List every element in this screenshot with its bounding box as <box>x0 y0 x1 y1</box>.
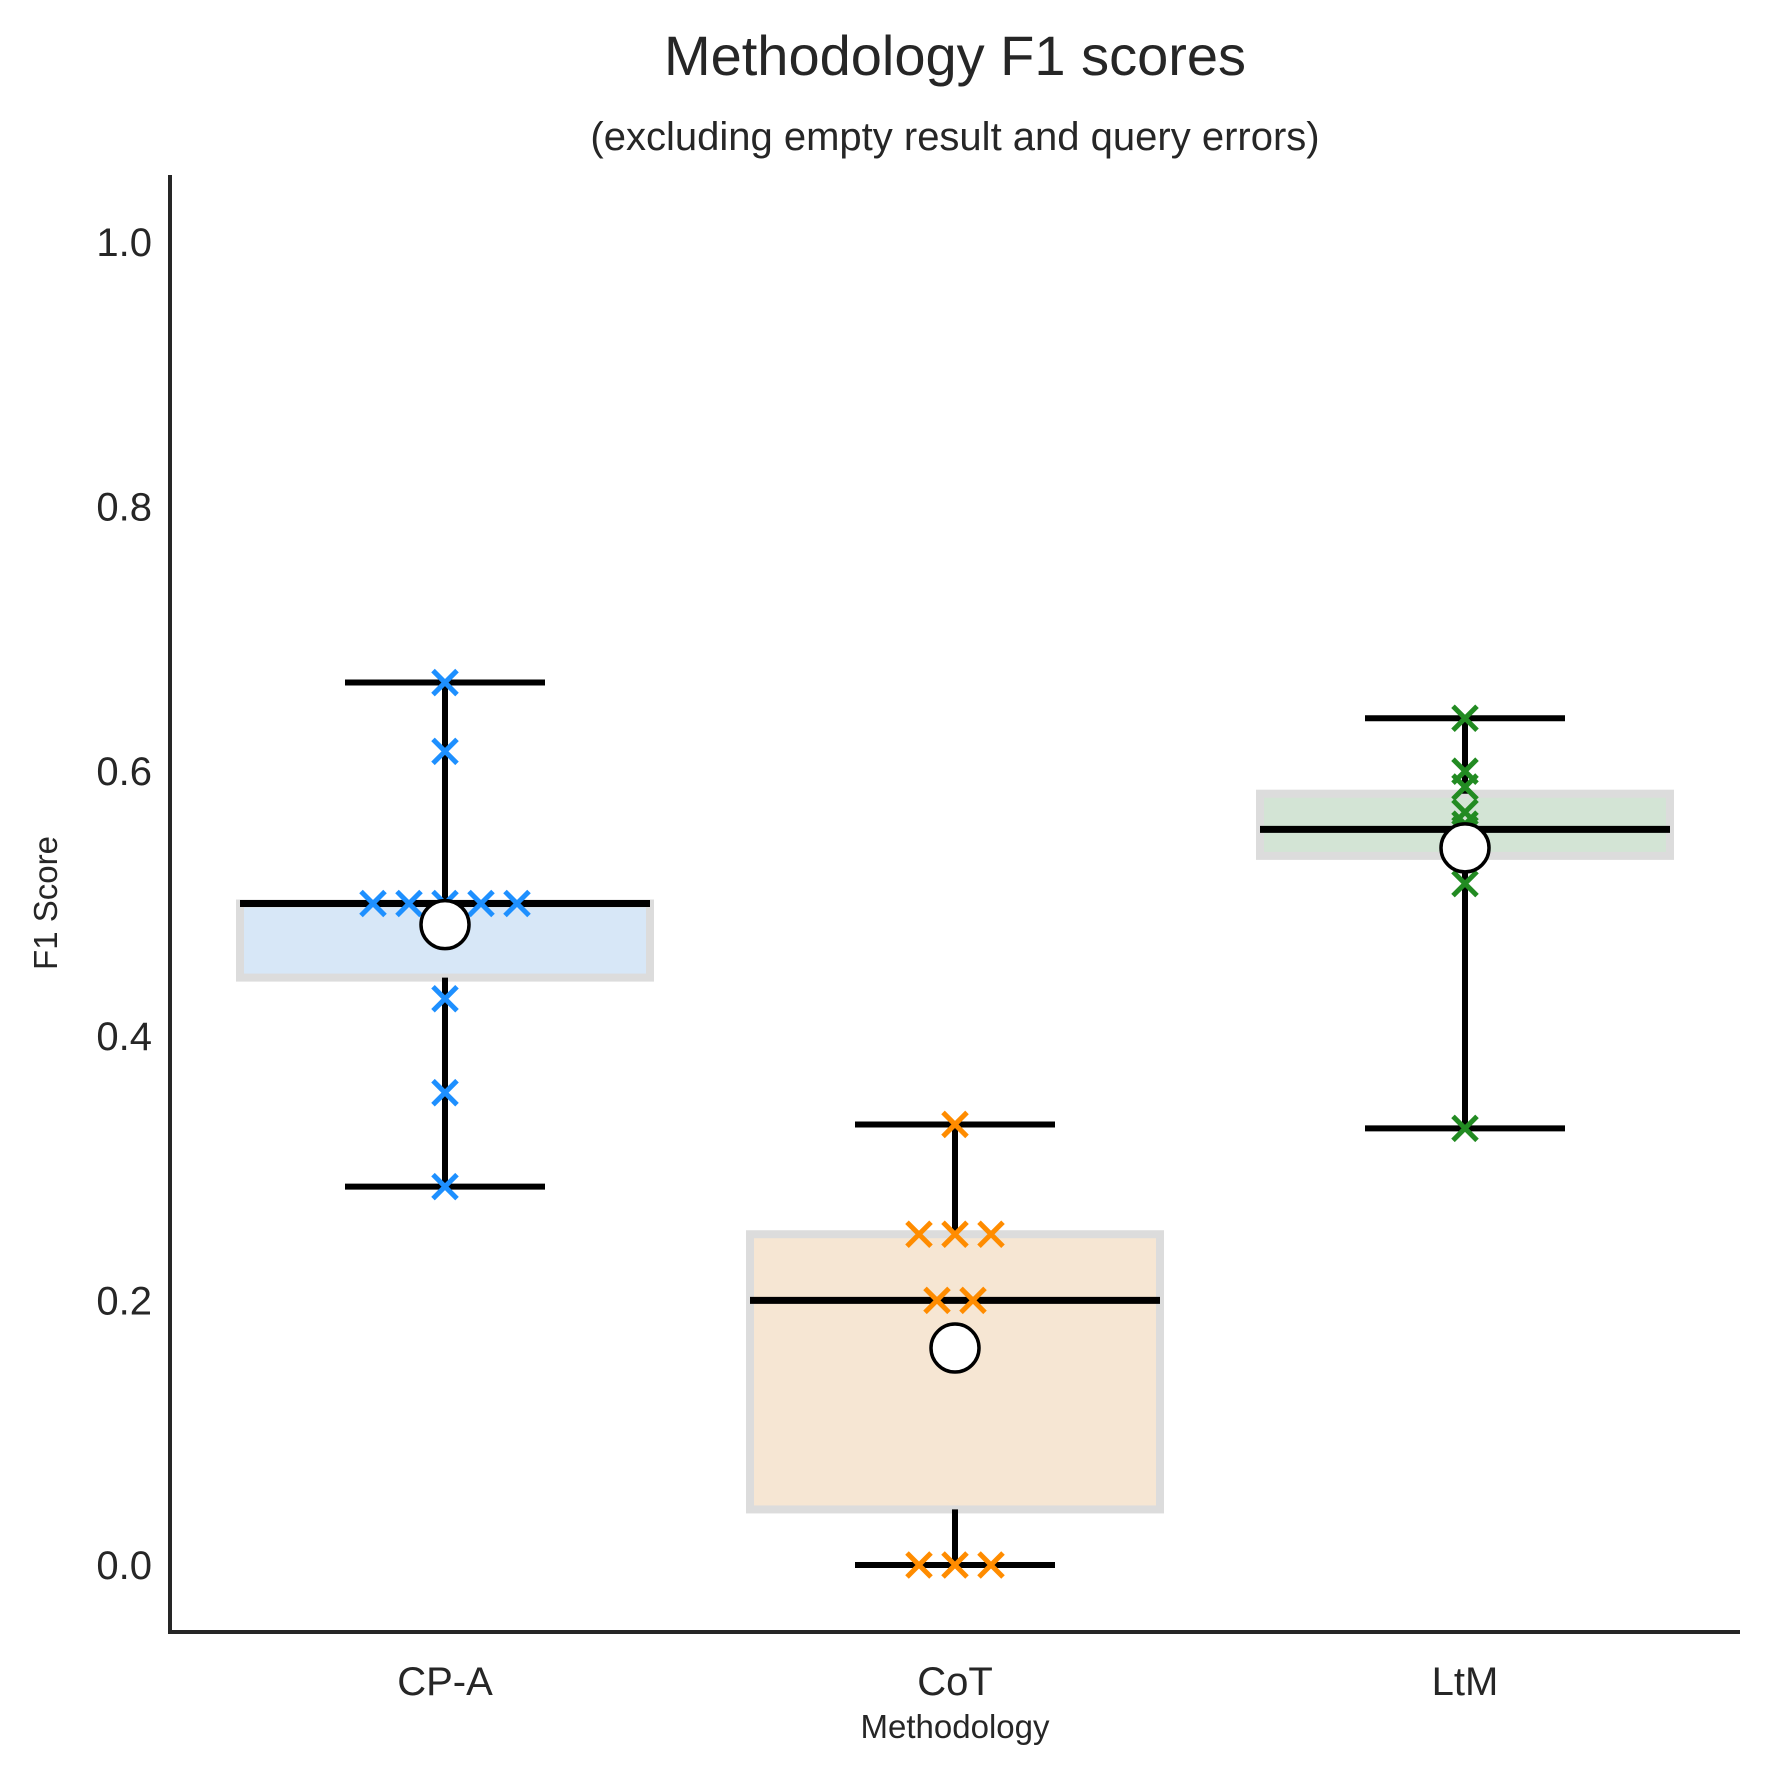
mean-marker <box>1439 822 1491 874</box>
data-point <box>923 1286 951 1315</box>
y-tick-label: 0.8 <box>96 486 152 530</box>
box-group-cp-a <box>236 668 654 1201</box>
chart-subtitle: (excluding empty result and query errors… <box>590 115 1319 159</box>
y-tick-label: 0.6 <box>96 750 152 794</box>
data-point <box>395 889 423 918</box>
data-point <box>1451 704 1479 733</box>
data-point <box>959 1286 987 1315</box>
data-point <box>431 668 459 697</box>
data-point <box>1451 773 1479 801</box>
y-tick-labels: 0.0 0.2 0.4 0.6 0.8 1.0 <box>96 221 152 1588</box>
y-tick-label: 1.0 <box>96 221 152 265</box>
data-point <box>941 1220 969 1249</box>
x-tick-label: LtM <box>1432 1660 1499 1704</box>
data-point <box>431 1078 459 1107</box>
x-tick-label: CoT <box>917 1660 993 1704</box>
y-tick-label: 0.4 <box>96 1015 152 1059</box>
data-point <box>467 889 495 918</box>
mean-marker <box>929 1322 981 1374</box>
data-point <box>941 1110 969 1139</box>
data-point <box>431 737 459 766</box>
x-axis-label: Methodology <box>861 1708 1050 1745</box>
data-point <box>905 1220 933 1249</box>
plot-area <box>236 668 1674 1579</box>
y-axis-label: F1 Score <box>27 836 64 970</box>
box-group-ltm <box>1256 704 1674 1143</box>
x-tick-label: CP-A <box>397 1660 493 1704</box>
chart-title: Methodology F1 scores <box>664 24 1246 87</box>
data-point <box>941 1551 969 1579</box>
y-tick-label: 0.0 <box>96 1544 152 1588</box>
data-point <box>503 889 531 918</box>
data-point <box>431 984 459 1013</box>
data-point <box>1451 1114 1479 1143</box>
data-point <box>977 1220 1005 1249</box>
data-point <box>431 1172 459 1201</box>
data-point <box>905 1551 933 1579</box>
data-point <box>977 1551 1005 1579</box>
mean-marker <box>419 898 471 951</box>
data-point <box>1451 869 1479 898</box>
data-point <box>359 889 387 918</box>
box-group-cot <box>746 1110 1164 1579</box>
y-tick-label: 0.2 <box>96 1279 152 1323</box>
x-tick-labels: CP-A CoT LtM <box>397 1660 1498 1704</box>
